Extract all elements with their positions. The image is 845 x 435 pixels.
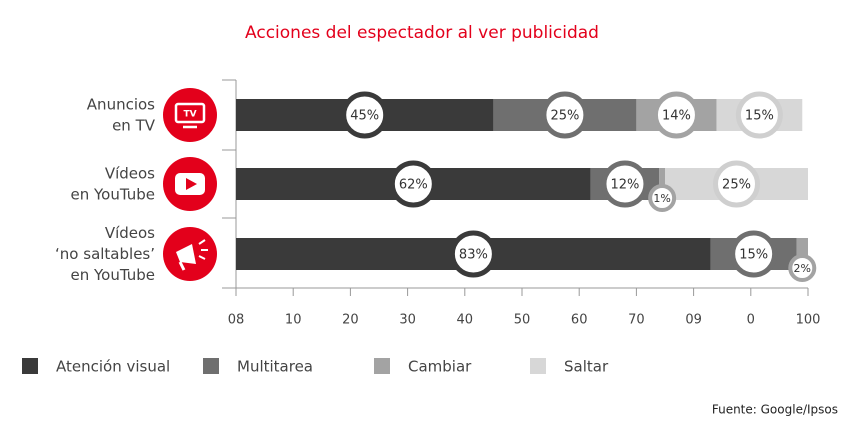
value-label: 45% xyxy=(350,109,379,124)
source: Fuente: Google/Ipsos xyxy=(712,403,838,417)
tv-icon-screen xyxy=(174,102,206,124)
youtube-icon-play xyxy=(186,178,197,190)
x-tick-label: 30 xyxy=(399,313,416,328)
legend-swatch xyxy=(22,358,38,374)
value-badge xyxy=(735,91,783,139)
legend-label: Cambiar xyxy=(408,358,472,376)
legend-label: Saltar xyxy=(564,358,609,376)
x-tick-label: 50 xyxy=(514,313,531,328)
x-tick-label: 08 xyxy=(228,313,245,328)
category-label: Anuncios en TV xyxy=(87,95,156,134)
value-badge xyxy=(541,91,589,139)
legend-swatch xyxy=(530,358,546,374)
value-label: 62% xyxy=(399,178,428,193)
x-tick-label: 0 xyxy=(747,313,755,328)
value-label: 25% xyxy=(722,178,751,193)
value-label: 15% xyxy=(739,248,768,263)
legend-label: Multitarea xyxy=(237,358,313,376)
tv-icon xyxy=(163,88,217,142)
x-tick-label: 60 xyxy=(571,313,588,328)
legend-label: Atención visual xyxy=(56,358,170,376)
x-tick-label: 100 xyxy=(796,313,821,328)
x-tick-label: 70 xyxy=(628,313,645,328)
megaphone-icon-body xyxy=(176,244,196,264)
value-badge xyxy=(730,230,778,278)
x-tick-label: 10 xyxy=(285,313,302,328)
value-label: 12% xyxy=(611,178,640,193)
chart-title: Acciones del espectador al ver publicida… xyxy=(245,23,599,43)
x-tick-label: 09 xyxy=(685,313,702,328)
value-badge xyxy=(389,160,437,208)
value-badge xyxy=(601,160,649,208)
x-tick-label: 20 xyxy=(342,313,359,328)
value-label: 2% xyxy=(794,262,811,275)
category-label: Vídeos en YouTube xyxy=(71,164,156,203)
tv-icon-text: TV xyxy=(183,110,196,120)
category-label: Vídeos ‘no saltables’ en YouTube xyxy=(55,224,155,284)
legend-swatch xyxy=(203,358,219,374)
value-label: 15% xyxy=(745,109,774,124)
icons: TV xyxy=(163,88,217,281)
megaphone-icon-waves xyxy=(198,239,208,260)
value-label: 1% xyxy=(653,192,670,205)
value-badge xyxy=(788,254,817,282)
value-label: 25% xyxy=(550,109,579,124)
value-badge xyxy=(652,91,700,139)
value-badge xyxy=(648,184,677,212)
value-badge xyxy=(713,160,760,208)
value-label: 14% xyxy=(662,109,691,124)
legend-swatch xyxy=(374,358,390,374)
value-badge xyxy=(449,230,497,278)
megaphone-icon-handle xyxy=(178,261,186,271)
value-badge xyxy=(341,91,389,139)
value-label: 83% xyxy=(459,248,488,263)
x-tick-label: 40 xyxy=(457,313,474,328)
